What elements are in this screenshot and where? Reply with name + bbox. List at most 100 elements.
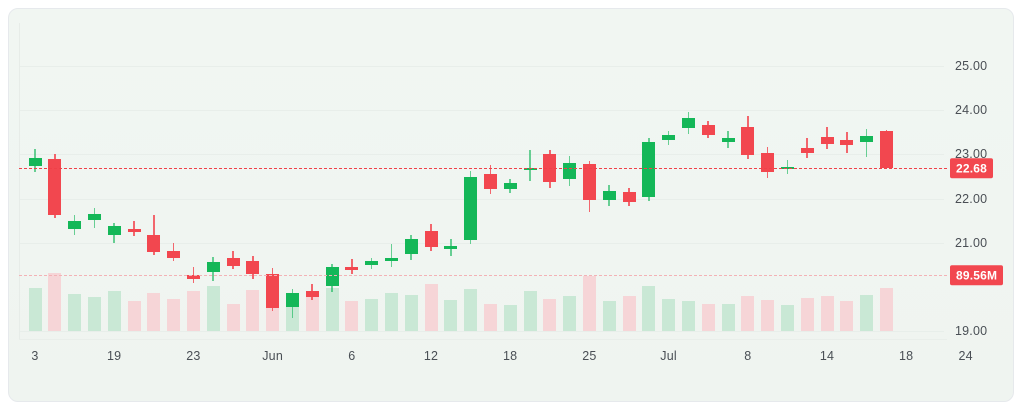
- candle-body[interactable]: [226, 257, 240, 266]
- volume-bar: [701, 303, 715, 331]
- candle-body[interactable]: [107, 225, 121, 235]
- volume-bar: [345, 301, 359, 331]
- x-axis-tick-label: 3: [31, 349, 39, 363]
- candle-body[interactable]: [800, 148, 814, 154]
- volume-bar: [563, 296, 577, 331]
- y-axis-tick-label: 25.00: [955, 59, 988, 73]
- candle-body[interactable]: [28, 157, 42, 167]
- candle-body[interactable]: [741, 126, 755, 156]
- candle-wick: [806, 137, 808, 158]
- candle-body[interactable]: [662, 134, 676, 141]
- volume-bar: [127, 301, 141, 331]
- candle-wick: [529, 149, 531, 181]
- volume-bar: [602, 301, 616, 331]
- gridline: [19, 242, 944, 244]
- volume-bar: [860, 295, 874, 331]
- volume-bar: [167, 298, 181, 331]
- candle-body[interactable]: [424, 231, 438, 248]
- candle-body[interactable]: [325, 267, 339, 286]
- volume-bar: [780, 304, 794, 331]
- volume-bar: [325, 287, 339, 331]
- candle-body[interactable]: [384, 257, 398, 262]
- volume-bar: [424, 283, 438, 331]
- candle-body[interactable]: [721, 138, 735, 142]
- x-axis-tick-label: 12: [423, 349, 439, 363]
- candle-wick: [133, 221, 135, 236]
- candle-body[interactable]: [68, 220, 82, 230]
- gridline: [19, 198, 944, 200]
- candle-body[interactable]: [622, 192, 636, 203]
- candle-body[interactable]: [127, 228, 141, 233]
- x-axis-separator: [19, 339, 947, 340]
- candle-body[interactable]: [879, 131, 893, 168]
- x-axis-tick-label: 24: [958, 349, 973, 363]
- candle-body[interactable]: [840, 140, 854, 146]
- volume-bar: [68, 293, 82, 331]
- candle-body[interactable]: [246, 261, 260, 274]
- volume-bar: [800, 297, 814, 331]
- volume-bar: [186, 291, 200, 331]
- last-price-badge[interactable]: 22.68: [950, 158, 994, 179]
- x-axis-tick-label: 19: [107, 349, 122, 363]
- candle-body[interactable]: [780, 166, 794, 170]
- volume-bar: [404, 295, 418, 331]
- x-axis-tick-label: Jul: [660, 349, 677, 363]
- x-axis-tick-label: 8: [744, 349, 752, 363]
- candle-body[interactable]: [305, 291, 319, 297]
- volume-bar: [642, 286, 656, 331]
- candle-body[interactable]: [285, 293, 299, 308]
- x-axis-tick-label: 18: [899, 349, 914, 363]
- candle-body[interactable]: [681, 118, 695, 128]
- volume-bar: [365, 298, 379, 331]
- x-axis-tick-label: 25: [582, 349, 597, 363]
- candle-body[interactable]: [404, 239, 418, 255]
- candle-body[interactable]: [444, 246, 458, 249]
- candle-body[interactable]: [602, 190, 616, 201]
- y-axis-tick-label: 24.00: [955, 103, 988, 118]
- x-axis-tick-label: 14: [819, 349, 835, 363]
- candle-body[interactable]: [147, 234, 161, 253]
- candle-body[interactable]: [186, 275, 200, 279]
- candle-wick: [192, 267, 195, 284]
- candle-body[interactable]: [345, 266, 359, 271]
- candle-body[interactable]: [860, 135, 874, 142]
- volume-bar: [523, 291, 537, 331]
- candle-body[interactable]: [701, 125, 715, 135]
- candle-body[interactable]: [167, 250, 181, 258]
- candle-body[interactable]: [464, 177, 478, 240]
- candle-body[interactable]: [503, 183, 517, 189]
- volume-bar: [741, 296, 755, 331]
- candle-body[interactable]: [563, 163, 577, 180]
- candle-body[interactable]: [820, 136, 834, 144]
- x-axis-tick-label: Jun: [262, 349, 283, 363]
- candle-body[interactable]: [48, 158, 62, 216]
- y-axis-line: [19, 23, 20, 339]
- price-reference-line: [19, 168, 947, 170]
- candle-body[interactable]: [206, 262, 220, 272]
- candle-body[interactable]: [761, 153, 775, 172]
- chart-plot-area[interactable]: 25.00 24.00 23.00 22.00 21.00 19.00 3 19 23 Jun 6…: [9, 9, 1013, 401]
- gridline: [19, 154, 944, 156]
- volume-bar: [662, 298, 676, 331]
- candle-body[interactable]: [87, 213, 101, 220]
- y-axis-tick-label: 23.00: [955, 147, 988, 162]
- candle-body[interactable]: [483, 173, 497, 189]
- volume-bar: [384, 292, 398, 331]
- candle-body[interactable]: [543, 154, 557, 182]
- chart-card: 25.00 24.00 23.00 22.00 21.00 19.00 3 19 23 Jun 6…: [8, 8, 1014, 402]
- gridline: [19, 110, 944, 112]
- candle-body[interactable]: [582, 164, 596, 201]
- volume-bar: [840, 301, 854, 331]
- volume-bar: [483, 303, 497, 331]
- volume-bar: [305, 296, 319, 331]
- candle-body[interactable]: [365, 261, 379, 265]
- volume-bar: [206, 286, 220, 331]
- volume-bar: [464, 288, 478, 331]
- candle-body[interactable]: [266, 273, 280, 309]
- x-axis-tick-label: 23: [186, 349, 201, 363]
- gridline: [19, 66, 944, 67]
- volume-bar: [879, 287, 893, 331]
- last-volume-badge[interactable]: 89.56M: [950, 265, 1004, 286]
- volume-bar: [503, 304, 517, 331]
